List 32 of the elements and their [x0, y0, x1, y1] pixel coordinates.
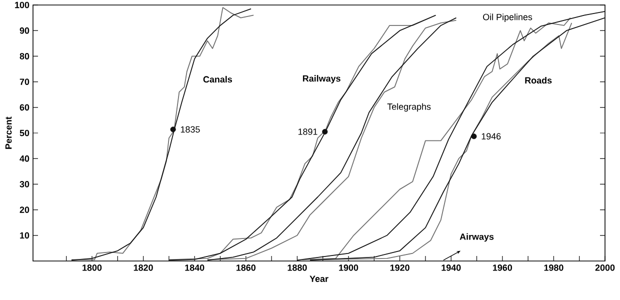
x-tick-label: 1820	[134, 264, 153, 271]
x-axis-title: Year	[310, 276, 328, 282]
y-tick-label: 100	[15, 2, 30, 8]
annotation: 1891	[298, 128, 318, 135]
y-tick-label: 50	[20, 130, 30, 136]
y-tick-label: 70	[20, 78, 30, 85]
y-tick-label: 60	[20, 104, 30, 111]
y-tick-label: 80	[20, 53, 30, 60]
y-tick-label: 20	[20, 206, 30, 213]
annotation: 1835	[180, 126, 200, 133]
x-tick-label: 2000	[595, 264, 615, 271]
x-tick-label: 1940	[442, 264, 461, 271]
y-tick-label: 40	[20, 155, 30, 162]
series-label: Canals	[203, 76, 232, 83]
series-label: Railways	[302, 75, 340, 84]
x-tick-label: 1980	[544, 264, 564, 271]
x-tick-label: 1900	[339, 264, 358, 271]
x-tick-label: 1800	[82, 264, 102, 271]
series-label: Telegraphs	[387, 103, 431, 112]
y-tick-label: 10	[20, 232, 30, 239]
x-tick-label: 1860	[236, 264, 256, 271]
series-label: Oil Pipelines	[483, 14, 532, 22]
x-tick-label: 1920	[390, 264, 410, 271]
x-tick-label: 1840	[185, 264, 204, 271]
annotation: Airways	[460, 233, 494, 242]
y-axis-title: Percent	[5, 116, 12, 149]
y-tick-label: 30	[20, 181, 30, 188]
x-tick-label: 1880	[288, 264, 307, 271]
series-label: Roads	[525, 76, 552, 84]
annotation: 1946	[482, 133, 501, 140]
y-tick-label: 90	[20, 27, 30, 34]
x-tick-label: 1960	[492, 264, 512, 271]
